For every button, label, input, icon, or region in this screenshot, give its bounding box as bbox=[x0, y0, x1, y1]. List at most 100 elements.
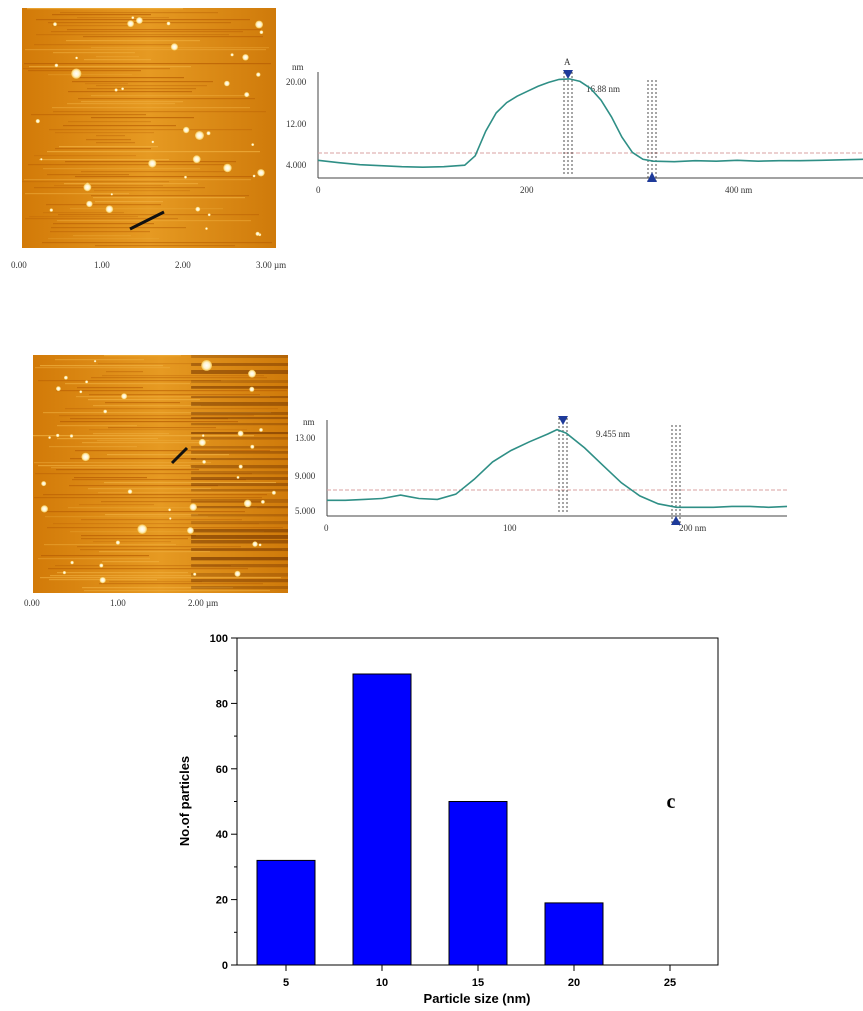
scan-line bbox=[56, 469, 199, 471]
particle bbox=[187, 527, 194, 534]
y-tick-label: 80 bbox=[216, 698, 228, 710]
scan-line bbox=[28, 70, 141, 72]
scan-line bbox=[56, 390, 287, 392]
afm-scan-lines bbox=[22, 8, 272, 247]
profile-1-marker-b-icon bbox=[647, 172, 657, 182]
profile-line bbox=[170, 446, 189, 465]
scan-line bbox=[57, 220, 251, 222]
x-tick-label: 10 bbox=[376, 977, 388, 989]
histogram-x-ticks: 5 10 15 20 25 bbox=[283, 965, 676, 989]
profile-1-annotation: 16.88 nm bbox=[586, 84, 620, 94]
scan-line bbox=[31, 114, 146, 116]
scan-line bbox=[81, 171, 229, 173]
scan-line bbox=[84, 59, 151, 61]
particle bbox=[198, 438, 206, 447]
scan-line bbox=[34, 497, 262, 499]
scan-line bbox=[108, 427, 216, 429]
scan-line bbox=[52, 107, 250, 109]
scan-line bbox=[47, 174, 129, 176]
scan-line bbox=[53, 52, 135, 54]
particle bbox=[56, 433, 60, 438]
particle bbox=[137, 524, 147, 534]
height-profile-2: nm 13.00 9.000 5.000 0 100 200 nm 9.455 … bbox=[295, 416, 788, 533]
scan-line bbox=[27, 8, 183, 10]
y-tick-label: 60 bbox=[216, 764, 228, 776]
scan-line bbox=[57, 572, 188, 574]
profile-2-annotation: 9.455 nm bbox=[596, 429, 630, 439]
scan-line-dark bbox=[191, 540, 288, 544]
particle bbox=[71, 68, 82, 79]
scan-line bbox=[35, 367, 170, 369]
histogram-y-ticks: 0 20 40 60 80 100 bbox=[210, 633, 237, 972]
particle bbox=[255, 20, 263, 29]
scan-line bbox=[55, 132, 154, 134]
afm-1-tick-0: 0.00 bbox=[11, 260, 27, 270]
scan-line bbox=[46, 204, 161, 206]
histogram-bars bbox=[256, 673, 604, 966]
particle bbox=[99, 577, 106, 584]
scan-line bbox=[99, 551, 210, 553]
scan-line bbox=[80, 549, 282, 551]
scan-line bbox=[48, 568, 248, 570]
particle bbox=[252, 541, 258, 547]
scan-line bbox=[43, 412, 271, 414]
particle bbox=[224, 80, 230, 87]
scan-line bbox=[82, 587, 233, 589]
profile-2-marker-b-icon bbox=[671, 516, 681, 525]
profile-2-cursor-b bbox=[671, 425, 681, 524]
scan-line-dark bbox=[191, 386, 288, 389]
scan-line bbox=[43, 212, 124, 214]
bar-15 bbox=[448, 801, 508, 966]
scan-line bbox=[35, 473, 252, 475]
scan-line bbox=[107, 454, 229, 456]
scan-line bbox=[64, 183, 198, 185]
afm-2-tick-0: 0.00 bbox=[24, 598, 40, 608]
scan-line bbox=[34, 155, 136, 157]
y-tick-label: 40 bbox=[216, 829, 228, 841]
scan-line bbox=[60, 421, 238, 423]
scan-line bbox=[96, 56, 139, 58]
particle bbox=[256, 72, 261, 77]
scan-line bbox=[57, 438, 158, 440]
x-tick-label: 15 bbox=[472, 977, 484, 989]
scan-line bbox=[105, 402, 180, 404]
profile-2-marker-a-icon bbox=[558, 416, 568, 425]
scan-line bbox=[68, 507, 257, 509]
scan-line bbox=[79, 504, 154, 506]
scan-line bbox=[96, 142, 135, 144]
particle bbox=[244, 92, 250, 98]
particle bbox=[54, 63, 59, 68]
particle bbox=[93, 360, 97, 363]
afm-2-tick-1: 1.00 bbox=[110, 598, 126, 608]
scan-line bbox=[72, 479, 246, 481]
scan-line bbox=[60, 12, 218, 14]
particle bbox=[259, 428, 263, 432]
particle bbox=[271, 490, 276, 495]
profile-1-curve bbox=[317, 78, 863, 169]
scan-line bbox=[91, 377, 267, 379]
scan-line-dark bbox=[191, 499, 288, 503]
profile-1-ytick-2: 4.000 bbox=[286, 160, 307, 170]
scan-line-dark bbox=[191, 506, 288, 509]
scan-line bbox=[41, 555, 149, 557]
particle bbox=[205, 227, 208, 230]
scan-line-dark bbox=[191, 363, 288, 366]
scan-line bbox=[105, 514, 198, 516]
scan-line bbox=[104, 355, 181, 357]
scan-line bbox=[55, 565, 231, 567]
scan-line bbox=[23, 68, 170, 70]
particle bbox=[183, 126, 190, 134]
afm-image-1 bbox=[22, 8, 276, 248]
particle bbox=[223, 163, 232, 173]
particle bbox=[242, 54, 249, 61]
scan-line bbox=[70, 531, 264, 533]
scan-line bbox=[55, 359, 144, 361]
scan-line bbox=[25, 49, 266, 51]
scan-line-dark bbox=[191, 529, 288, 533]
scan-line bbox=[29, 66, 191, 68]
scan-line bbox=[98, 363, 191, 365]
scan-line bbox=[77, 546, 241, 548]
scan-line bbox=[81, 519, 242, 521]
scan-line bbox=[44, 544, 176, 546]
scan-line bbox=[91, 47, 269, 49]
